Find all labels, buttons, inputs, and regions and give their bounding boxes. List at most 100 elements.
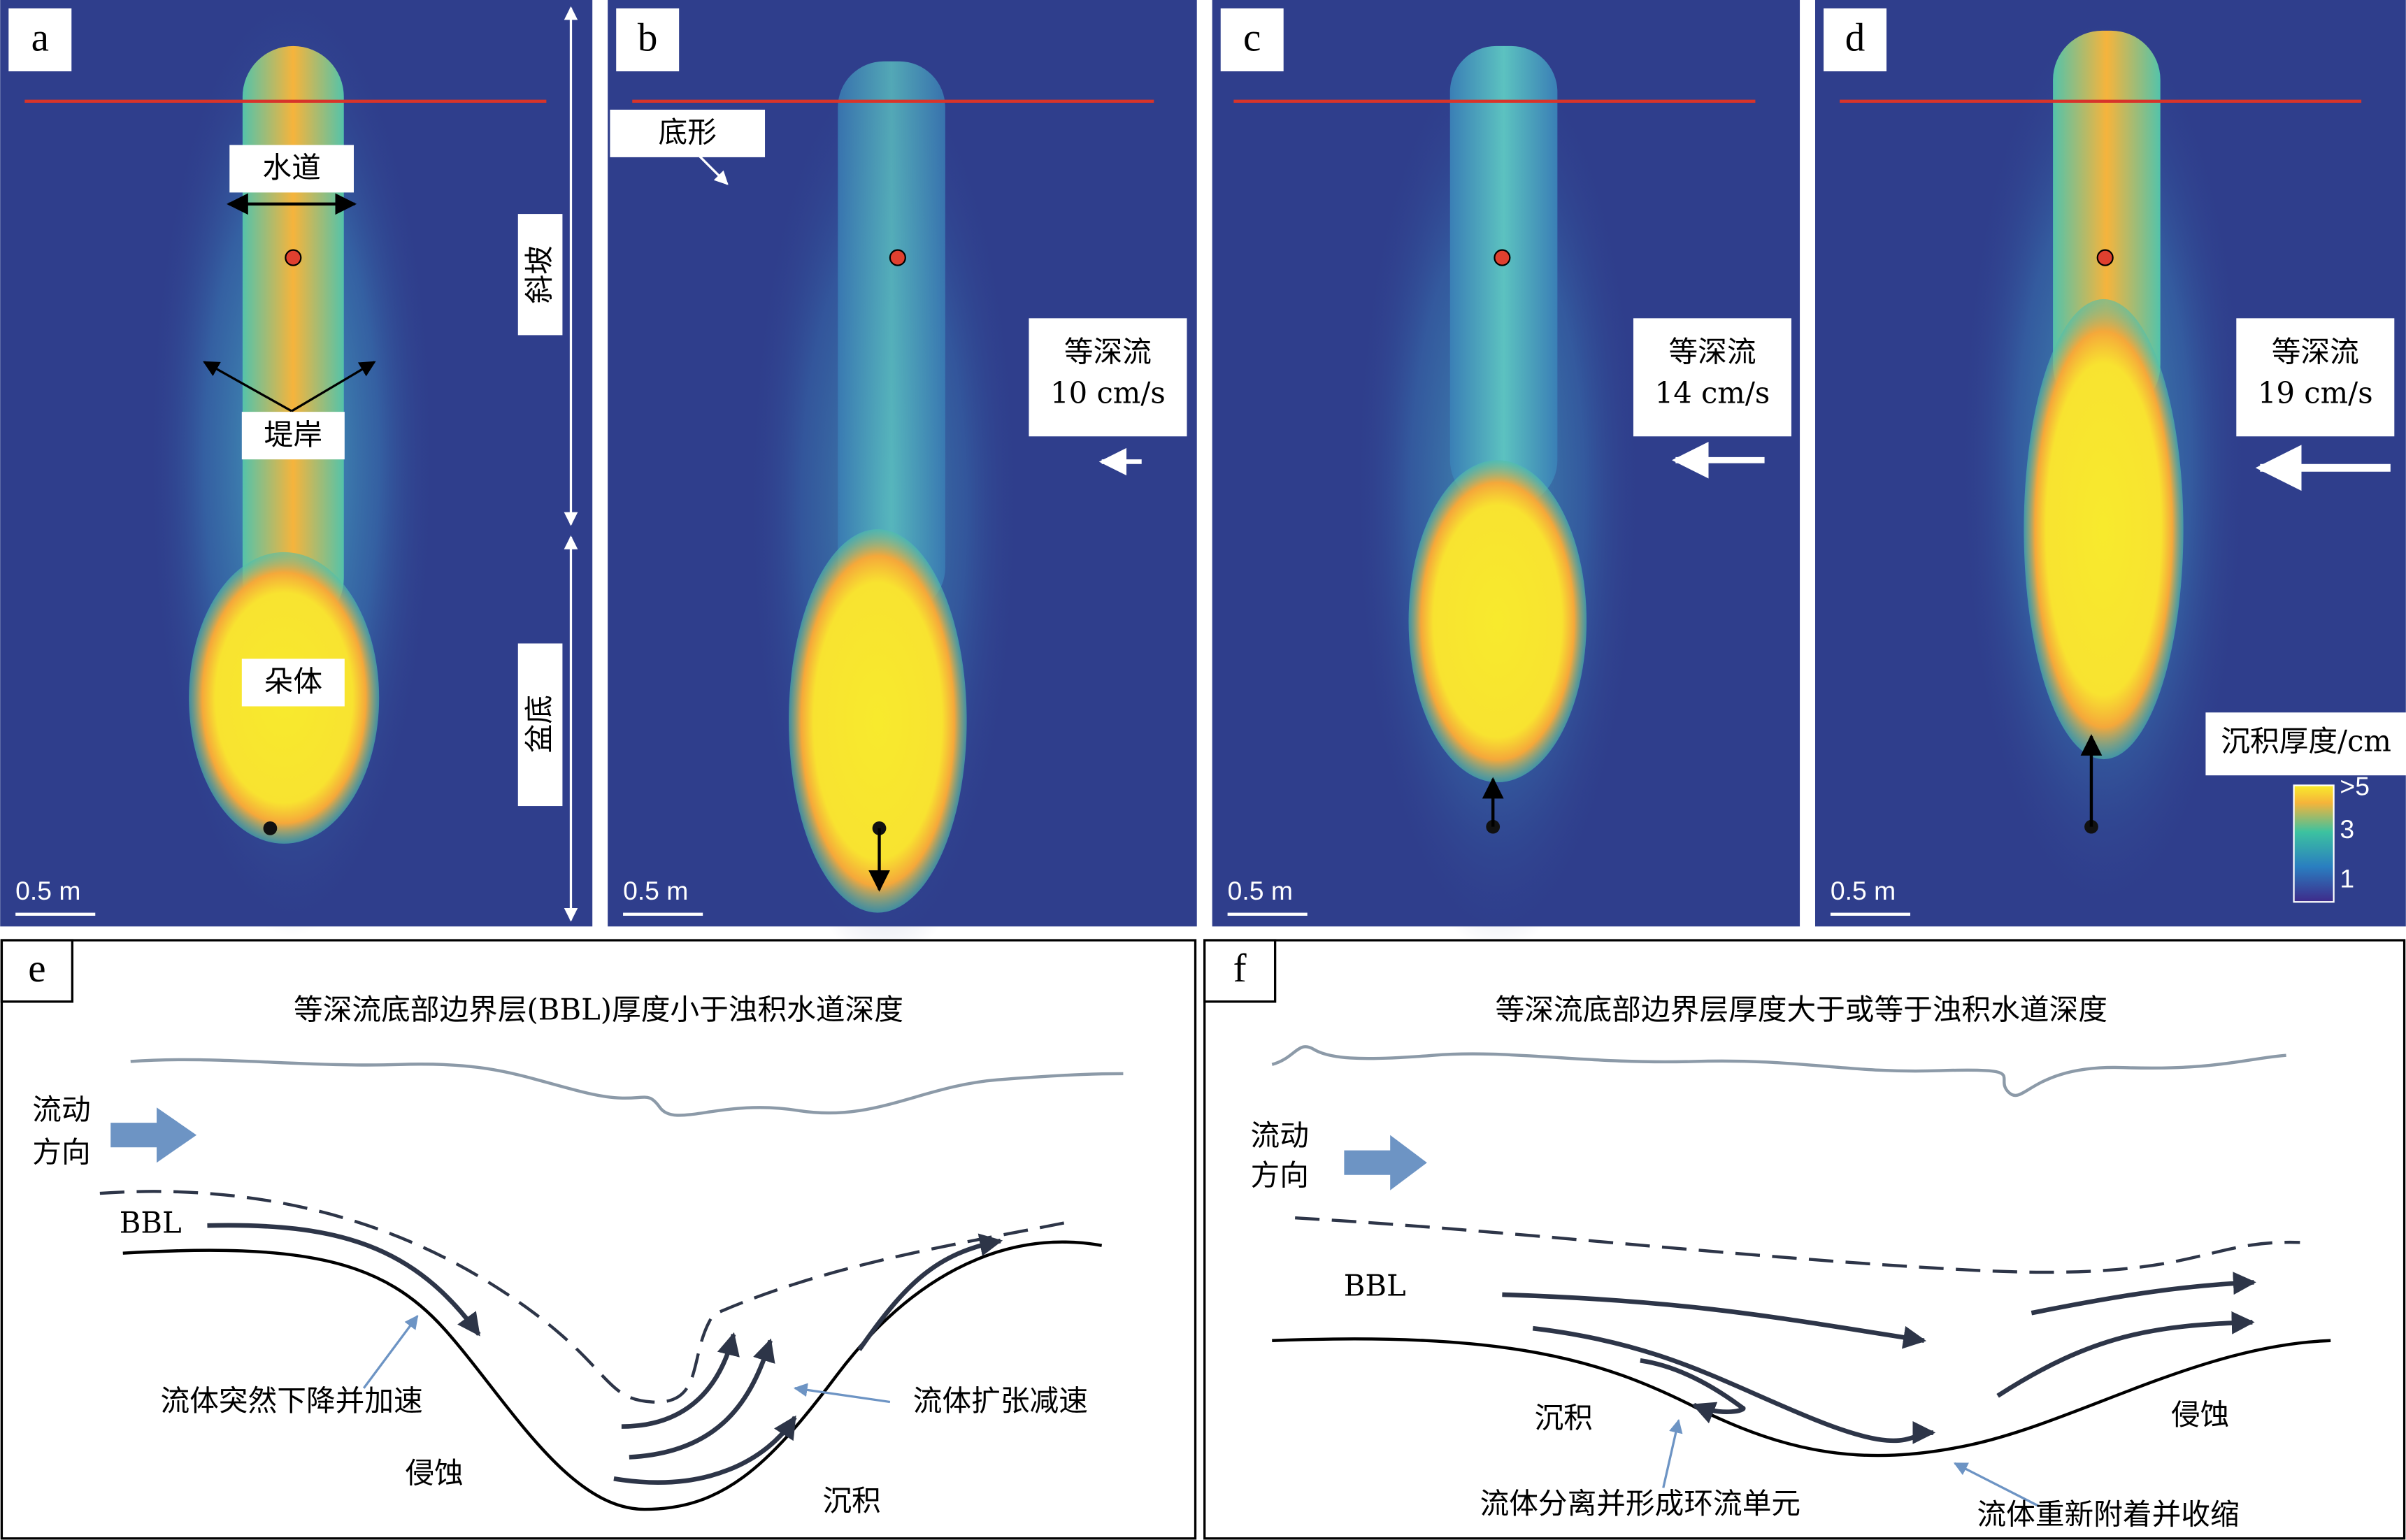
schematic-title: 等深流底部边界层(BBL)厚度小于浊积水道深度 — [294, 993, 903, 1027]
panel-b: b 底形 等深流 10 cm/s 0.5 m — [608, 0, 1197, 967]
annotation: 盆底 — [522, 695, 556, 753]
label-box — [616, 8, 680, 72]
legend-title: 沉积厚度/cm — [2221, 724, 2391, 758]
bbl-label: BBL — [120, 1206, 182, 1240]
annotation: 10 cm/s — [1050, 376, 1166, 410]
pointer — [203, 361, 292, 412]
label-box — [610, 109, 766, 157]
marker — [889, 249, 906, 266]
scale-label: 0.5 m — [15, 876, 80, 905]
pointer — [699, 155, 729, 185]
label-box — [1220, 8, 1284, 72]
annotation: 流体重新附着并收缩 — [1977, 1497, 2239, 1532]
label-box — [1203, 939, 1277, 1003]
flow-line — [1640, 1358, 1746, 1424]
flow-line — [629, 1338, 775, 1460]
label-box — [0, 939, 74, 1003]
label-box — [241, 412, 345, 460]
panel-label: c — [1243, 15, 1261, 59]
flow-line — [621, 1332, 740, 1429]
colorbar-label: 1 — [2340, 863, 2354, 893]
colorbar-label: >5 — [2340, 772, 2370, 801]
flow-line — [857, 1233, 1003, 1351]
marker — [263, 821, 278, 835]
flow-line — [207, 1223, 481, 1337]
seafloor — [1272, 1337, 2331, 1458]
panel-label: a — [31, 15, 49, 59]
label-box — [8, 8, 72, 72]
flow-arrow — [110, 1107, 197, 1163]
label-box — [2236, 318, 2395, 437]
label-box — [1824, 8, 1887, 72]
leader-line — [1953, 1462, 2040, 1508]
lobe-fill — [1408, 460, 1587, 783]
flow-label: 方向 — [1251, 1158, 1309, 1193]
column-fill — [838, 61, 945, 614]
flow-label: 方向 — [32, 1135, 90, 1170]
bbl-line — [1295, 1216, 2300, 1274]
legend-box — [2205, 712, 2406, 776]
pointer — [291, 361, 376, 412]
colorbar-label: 3 — [2340, 814, 2354, 844]
annotation: 底形 — [659, 115, 717, 150]
annotation: 19 cm/s — [2258, 376, 2373, 410]
annotation: 等深流 — [2272, 334, 2359, 368]
bbl-label: BBL — [1344, 1269, 1406, 1303]
panel-f: f 等深流底部边界层厚度大于或等于浊积水道深度 流动 方向 BBL 沉积 侵蚀 … — [1203, 939, 2406, 1540]
marker — [1494, 249, 1511, 266]
column-fill — [1449, 45, 1558, 507]
annotation: 堤岸 — [264, 417, 322, 452]
scale-label: 0.5 m — [1228, 876, 1293, 905]
marker — [2096, 249, 2114, 266]
panel-label: e — [28, 947, 45, 991]
water-surface — [1271, 1045, 2286, 1098]
annotation: 侵蚀 — [2171, 1397, 2229, 1432]
annotation: 等深流 — [1064, 334, 1152, 368]
scale-label: 0.5 m — [623, 876, 688, 905]
flow-line — [1532, 1325, 1936, 1444]
flow-label: 流动 — [1251, 1118, 1309, 1153]
annotation: 流体突然下降并加速 — [161, 1383, 423, 1418]
lobe-fill — [789, 529, 967, 913]
annotation: 流体分离并形成环流单元 — [1480, 1486, 1801, 1520]
scale-label: 0.5 m — [1831, 876, 1896, 905]
panel-label: d — [1845, 15, 1866, 59]
label-box — [517, 643, 563, 807]
label-box — [1633, 318, 1791, 437]
lobe-fill — [2024, 298, 2184, 760]
flow-label: 流动 — [32, 1092, 90, 1126]
panel-d: d 等深流 19 cm/s 沉积厚度/cm >5 3 1 0.5 m — [1814, 0, 2406, 927]
panel-label: f — [1233, 947, 1247, 991]
flow-line — [1996, 1311, 2255, 1398]
leader-line — [362, 1315, 419, 1389]
seafloor — [122, 1240, 1103, 1511]
schematic-title: 等深流底部边界层厚度大于或等于浊积水道深度 — [1496, 993, 2107, 1027]
flow-arrow — [1344, 1135, 1427, 1190]
marker — [285, 249, 302, 266]
annotation: 朵体 — [264, 664, 322, 698]
leader-line — [1662, 1418, 1683, 1488]
channel-fill — [242, 45, 344, 629]
annotation: 流体扩张减速 — [913, 1383, 1088, 1418]
bbl-line — [99, 1190, 1075, 1404]
panel-c: c 等深流 14 cm/s 0.5 m — [1212, 0, 1800, 951]
panel-e: e 等深流底部边界层(BBL)厚度小于浊积水道深度 流动 方向 BBL 流体突然… — [0, 939, 1197, 1540]
annotation: 侵蚀 — [406, 1455, 464, 1490]
panel-label: b — [638, 15, 658, 59]
annotation: 斜坡 — [522, 245, 556, 303]
flow-line — [2031, 1272, 2256, 1316]
annotation: 沉积 — [1534, 1400, 1592, 1434]
leader-line — [793, 1383, 891, 1404]
annotation: 等深流 — [1668, 334, 1756, 368]
colorbar — [2293, 784, 2335, 903]
label-box — [241, 659, 345, 707]
label-box — [517, 214, 563, 336]
frame — [1203, 939, 2406, 1540]
annotation: 沉积 — [822, 1483, 880, 1518]
label-box — [1029, 318, 1187, 437]
annotation: 水道 — [262, 150, 320, 185]
label-box — [229, 145, 354, 193]
water-surface — [130, 1058, 1124, 1117]
annotation: 14 cm/s — [1655, 376, 1770, 410]
